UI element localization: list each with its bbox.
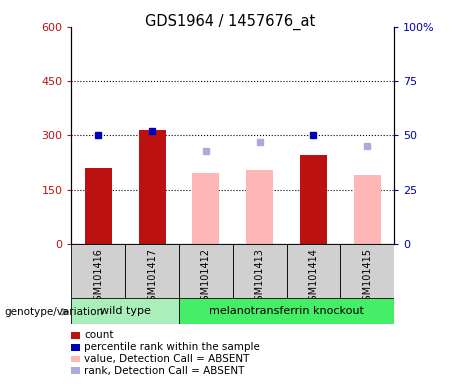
Bar [71,244,125,298]
Bar [300,155,327,244]
Bar [71,298,179,324]
Text: percentile rank within the sample: percentile rank within the sample [84,342,260,352]
Bar [233,244,287,298]
Text: GSM101416: GSM101416 [93,248,103,307]
Bar [179,298,394,324]
Text: rank, Detection Call = ABSENT: rank, Detection Call = ABSENT [84,366,245,376]
Text: GSM101417: GSM101417 [147,248,157,307]
Text: GDS1964 / 1457676_at: GDS1964 / 1457676_at [145,13,316,30]
Bar [340,244,394,298]
Text: melanotransferrin knockout: melanotransferrin knockout [209,306,364,316]
Text: wild type: wild type [100,306,151,316]
Text: GSM101412: GSM101412 [201,248,211,307]
Bar [125,244,179,298]
Bar [85,168,112,244]
Bar [179,244,233,298]
Bar [246,170,273,244]
Bar [354,175,381,244]
Bar [193,173,219,244]
Bar [287,244,340,298]
Bar [139,130,165,244]
Text: value, Detection Call = ABSENT: value, Detection Call = ABSENT [84,354,250,364]
Text: genotype/variation: genotype/variation [5,307,104,317]
Text: count: count [84,330,114,340]
Text: GSM101414: GSM101414 [308,248,319,307]
Text: GSM101415: GSM101415 [362,248,372,307]
Text: GSM101413: GSM101413 [254,248,265,307]
